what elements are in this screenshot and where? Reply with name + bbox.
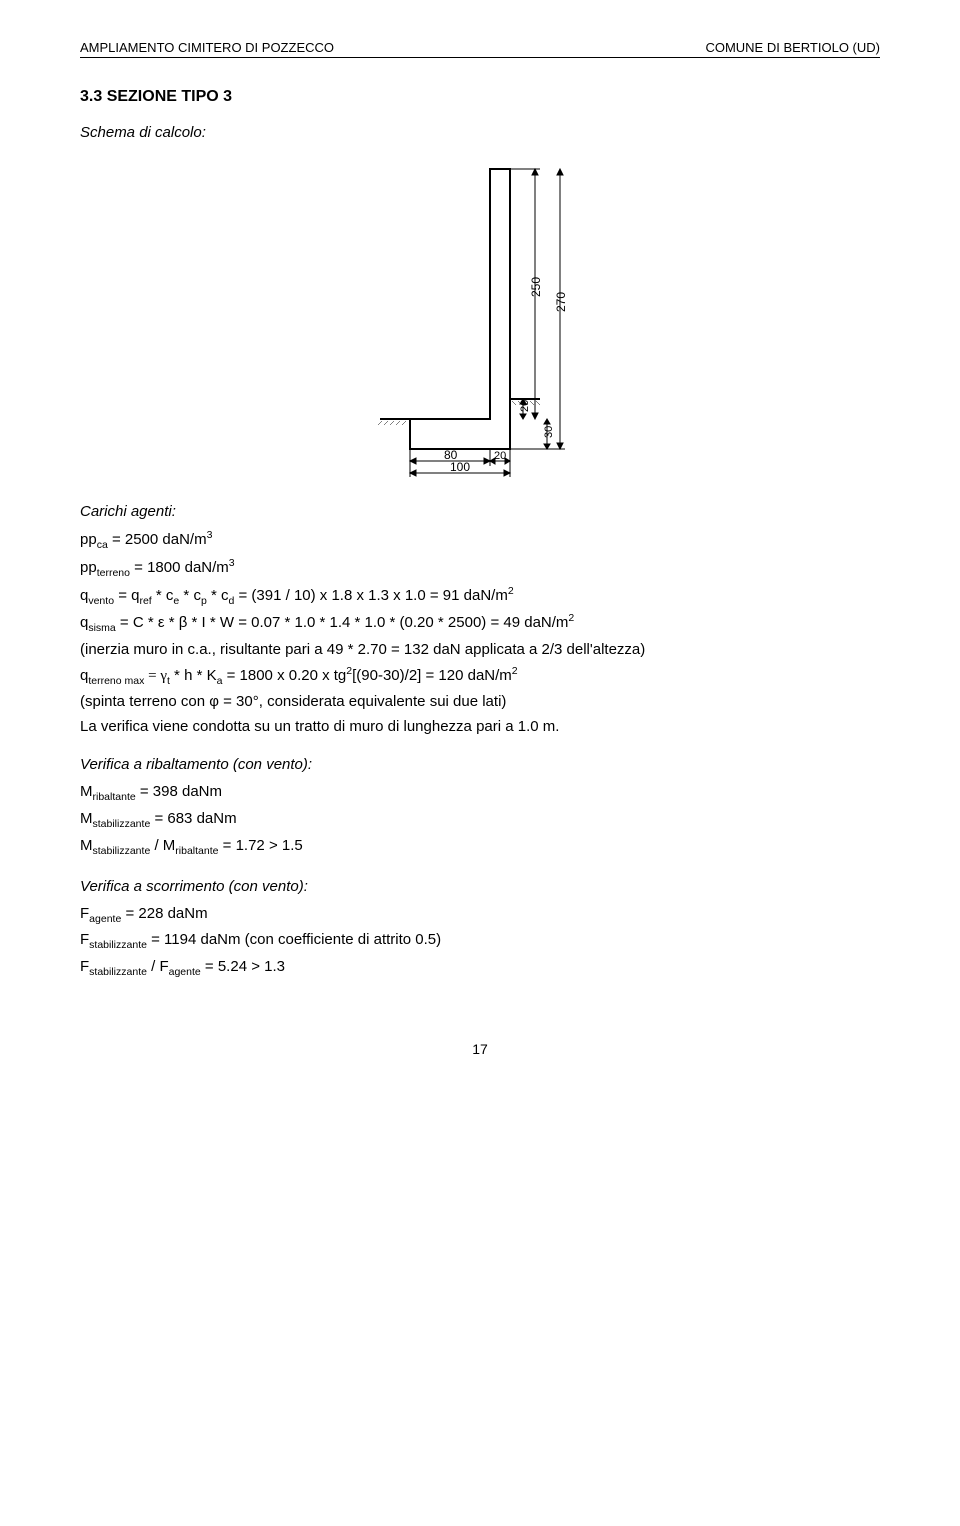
dim-20h: 20 bbox=[494, 450, 506, 462]
line-qsisma: qsisma = C * ε * β * I * W = 0.07 * 1.0 … bbox=[80, 611, 880, 637]
f-agente: Fagente = 228 daNm bbox=[80, 903, 880, 928]
page-number: 17 bbox=[80, 1041, 880, 1057]
header-rule bbox=[80, 57, 880, 58]
ribaltamento-block: Verifica a ribaltamento (con vento): Mri… bbox=[80, 756, 880, 859]
header-left: AMPLIAMENTO CIMITERO DI POZZECCO bbox=[80, 40, 334, 55]
section-diagram: 250 270 20 30 bbox=[340, 149, 620, 479]
dim-30: 30 bbox=[543, 426, 555, 438]
scorrimento-block: Verifica a scorrimento (con vento): Fage… bbox=[80, 878, 880, 981]
ribaltamento-title: Verifica a ribaltamento (con vento): bbox=[80, 756, 880, 773]
line-verifica-note: La verifica viene condotta su un tratto … bbox=[80, 716, 880, 739]
schema-label: Schema di calcolo: bbox=[80, 124, 880, 141]
scorrimento-title: Verifica a scorrimento (con vento): bbox=[80, 878, 880, 895]
section-title: 3.3 SEZIONE TIPO 3 bbox=[80, 88, 880, 106]
line-qterreno: qterreno max = γt * h * Ka = 1800 x 0.20… bbox=[80, 664, 880, 690]
dim-100: 100 bbox=[450, 460, 470, 474]
dim-20v: 20 bbox=[519, 400, 531, 412]
f-stabilizzante: Fstabilizzante = 1194 daNm (con coeffici… bbox=[80, 929, 880, 954]
line-inerzia: (inerzia muro in c.a., risultante pari a… bbox=[80, 639, 880, 662]
header-right: COMUNE DI BERTIOLO (UD) bbox=[705, 40, 880, 55]
diagram-container: 250 270 20 30 bbox=[80, 149, 880, 483]
line-ppca: ppca = 2500 daN/m3 bbox=[80, 528, 880, 554]
page-header: AMPLIAMENTO CIMITERO DI POZZECCO COMUNE … bbox=[80, 40, 880, 55]
m-stabilizzante: Mstabilizzante = 683 daNm bbox=[80, 808, 880, 833]
m-ribaltante: Mribaltante = 398 daNm bbox=[80, 781, 880, 806]
page: AMPLIAMENTO CIMITERO DI POZZECCO COMUNE … bbox=[0, 0, 960, 1097]
line-qvento: qvento = qref * ce * cp * cd = (391 / 10… bbox=[80, 584, 880, 610]
f-ratio: Fstabilizzante / Fagente = 5.24 > 1.3 bbox=[80, 956, 880, 981]
m-ratio: Mstabilizzante / Mribaltante = 1.72 > 1.… bbox=[80, 835, 880, 860]
dim-250: 250 bbox=[529, 277, 543, 297]
carichi-block: Carichi agenti: ppca = 2500 daN/m3 ppter… bbox=[80, 503, 880, 738]
carichi-title: Carichi agenti: bbox=[80, 503, 880, 520]
line-ppterreno: ppterreno = 1800 daN/m3 bbox=[80, 556, 880, 582]
line-spinta: (spinta terreno con φ = 30°, considerata… bbox=[80, 691, 880, 714]
dim-270: 270 bbox=[554, 292, 568, 312]
